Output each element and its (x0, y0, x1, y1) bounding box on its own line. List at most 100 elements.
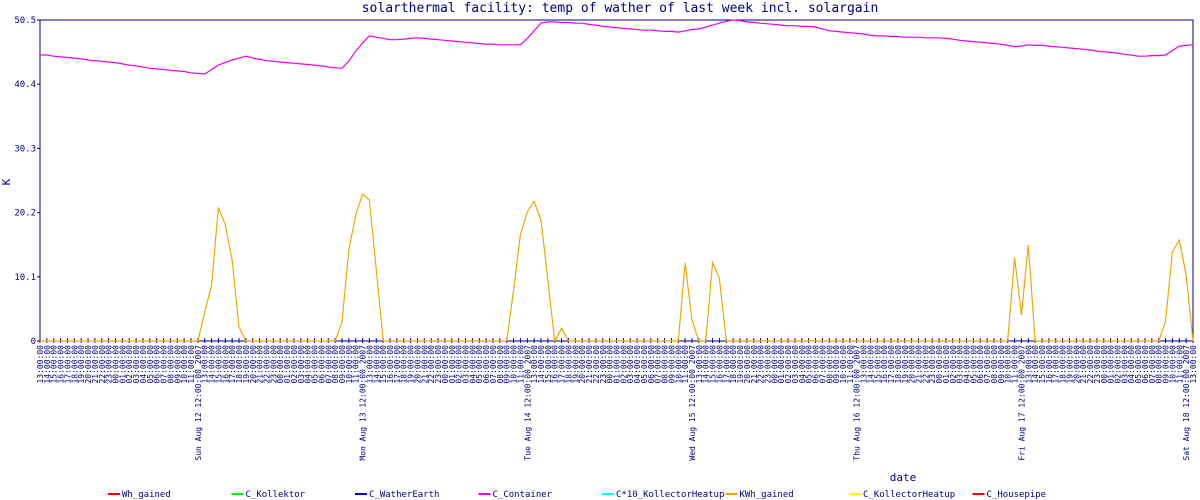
x-tick-label: Mon Aug 13 12:00:00 2007 (359, 345, 368, 461)
x-tick-label: 18:00:00 (564, 345, 573, 384)
x-tick-label: 17:00:00 (1052, 345, 1061, 384)
x-tick-label: 17:00:00 (228, 345, 237, 384)
x-tick-label: 23:00:00 (599, 345, 608, 384)
x-tick-label: 14:00:00 (43, 345, 52, 384)
x-tick-label: 03:00:00 (626, 345, 635, 384)
x-tick-label: 18:00:00 (70, 345, 79, 384)
x-tick-label: 20:00:00 (249, 345, 258, 384)
x-tick-label: Thu Aug 16 12:00:00 2007 (853, 345, 862, 461)
legend-label: C*10_KollectorHeatup (616, 490, 724, 500)
x-tick-label: 01:00:00 (942, 345, 951, 384)
x-tick-label: 02:00:00 (125, 345, 134, 384)
x-tick-label: 14:00:00 (1031, 345, 1040, 384)
x-tick-label: 19:00:00 (736, 345, 745, 384)
x-tick-label: 14:00:00 (702, 345, 711, 384)
x-tick-label: 18:00:00 (400, 345, 409, 384)
x-tick-label: 13:00:00 (695, 345, 704, 384)
x-tick-label: Sun Aug 12 12:00:00 2007 (194, 345, 203, 461)
x-tick-label: 22:00:00 (921, 345, 930, 384)
x-tick-label: 02:00:00 (784, 345, 793, 384)
x-tick-label: 18:00:00 (894, 345, 903, 384)
x-tick-label: 19:00:00 (1065, 345, 1074, 384)
x-tick-label: 04:00:00 (468, 345, 477, 384)
x-tick-label: 16:00:00 (221, 345, 230, 384)
x-tick-label: 16:00:00 (386, 345, 395, 384)
x-tick-label: 03:00:00 (791, 345, 800, 384)
series-line (40, 19, 1194, 75)
x-tick-label: 00:00:00 (276, 345, 285, 384)
x-tick-label: 16:00:00 (715, 345, 724, 384)
x-tick-label: 16:00:00 (551, 345, 560, 384)
x-tick-label: 08:00:00 (166, 345, 175, 384)
x-tick-label: Fri Aug 17 12:00:00 2007 (1017, 345, 1026, 461)
x-tick-label: 18:00:00 (729, 345, 738, 384)
series-line (40, 193, 1194, 343)
x-tick-label: 10:00:00 (1004, 345, 1013, 384)
x-tick-label: 21:00:00 (91, 345, 100, 384)
x-tick-label: 08:00:00 (825, 345, 834, 384)
x-tick-label: 04:00:00 (304, 345, 313, 384)
x-tick-label: 02:00:00 (949, 345, 958, 384)
legend-label: C_Kollektor (246, 490, 306, 500)
x-tick-label: 09:00:00 (667, 345, 676, 384)
x-tick-label: 21:00:00 (1079, 345, 1088, 384)
x-tick-label: 08:00:00 (661, 345, 670, 384)
x-tick-label: 02:00:00 (455, 345, 464, 384)
chart-title: solarthermal facility: temp of wather of… (362, 1, 879, 16)
x-tick-label: 11:00:00 (846, 345, 855, 384)
x-tick-label: 07:00:00 (489, 345, 498, 384)
x-tick-label: 22:00:00 (1086, 345, 1095, 384)
x-tick-label: 05:00:00 (146, 345, 155, 384)
x-tick-label: 10:00:00 (510, 345, 519, 384)
legend-label: Wh_gained (122, 490, 171, 500)
y-axis-label: K (0, 178, 13, 185)
y-tick-label: 50.5 (14, 16, 36, 26)
x-tick-label: 10:00:00 (1168, 345, 1177, 384)
x-tick-label: 00:00:00 (1100, 345, 1109, 384)
x-tick-label: 11:00:00 (187, 345, 196, 384)
x-tick-label: 00:00:00 (606, 345, 615, 384)
x-tick-label: 00:00:00 (770, 345, 779, 384)
y-tick-label: 40.4 (14, 80, 36, 90)
x-tick-label: 16:00:00 (1045, 345, 1054, 384)
x-tick-label: 22:00:00 (262, 345, 271, 384)
x-tick-label: 20:00:00 (908, 345, 917, 384)
y-tick-label: 10.1 (14, 273, 36, 283)
x-tick-label: 13:00:00 (1189, 345, 1198, 384)
x-tick-label: 08:00:00 (1155, 345, 1164, 384)
x-tick-label: 06:00:00 (317, 345, 326, 384)
x-tick-label: 10:00:00 (180, 345, 189, 384)
x-tick-label: 21:00:00 (420, 345, 429, 384)
x-tick-label: 06:00:00 (153, 345, 162, 384)
x-tick-label: 01:00:00 (118, 345, 127, 384)
x-tick-label: 17:00:00 (63, 345, 72, 384)
x-tick-label: 01:00:00 (448, 345, 457, 384)
x-tick-label: 23:00:00 (763, 345, 772, 384)
x-tick-label: 07:00:00 (654, 345, 663, 384)
x-tick-label: 20:00:00 (1072, 345, 1081, 384)
x-tick-label: 23:00:00 (434, 345, 443, 384)
x-tick-label: 11:00:00 (681, 345, 690, 384)
legend-label: C_Housepipe (987, 490, 1047, 500)
x-tick-label: 06:00:00 (482, 345, 491, 384)
x-tick-label: 07:00:00 (818, 345, 827, 384)
x-tick-label: 17:00:00 (393, 345, 402, 384)
x-tick-label: 04:00:00 (139, 345, 148, 384)
y-tick-label: 0 (31, 337, 36, 347)
x-tick-label: 13:00:00 (201, 345, 210, 384)
x-tick-label: 08:00:00 (990, 345, 999, 384)
x-tick-label: 13:00:00 (36, 345, 45, 384)
x-tick-label: 00:00:00 (111, 345, 120, 384)
legend-label: KWh_gained (740, 490, 794, 500)
x-tick-label: 21:00:00 (585, 345, 594, 384)
x-tick-label: 20:00:00 (413, 345, 422, 384)
x-tick-label: Wed Aug 15 12:00:00 2007 (688, 345, 697, 461)
x-tick-label: 06:00:00 (976, 345, 985, 384)
x-tick-label: 10:00:00 (345, 345, 354, 384)
x-tick-label: 22:00:00 (427, 345, 436, 384)
x-tick-label: 23:00:00 (105, 345, 114, 384)
x-tick-label: 07:00:00 (324, 345, 333, 384)
x-tick-label: 09:00:00 (1162, 345, 1171, 384)
x-tick-label: 18:00:00 (235, 345, 244, 384)
x-tick-label: 14:00:00 (866, 345, 875, 384)
